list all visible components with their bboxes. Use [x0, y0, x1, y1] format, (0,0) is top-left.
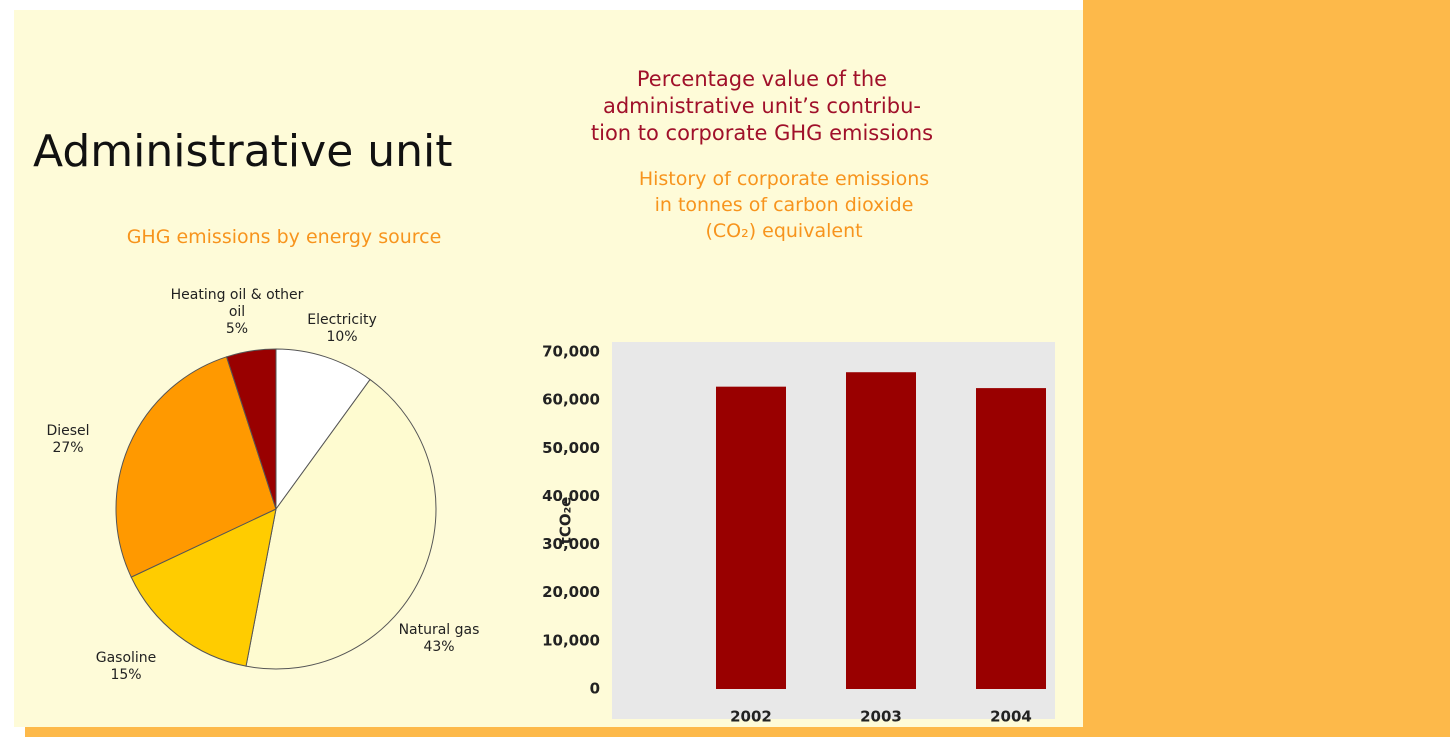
- y-tick-label: 40,000: [542, 487, 600, 505]
- subtitle-line: Percentage value of the: [636, 67, 888, 91]
- bar-title-line: History of corporate emissions: [638, 168, 930, 190]
- y-tick-label: 10,000: [542, 631, 600, 649]
- pie-slice: [115, 356, 277, 578]
- subtitle: Percentage value of the administrative u…: [562, 66, 962, 147]
- y-tick-label: 0: [590, 680, 600, 698]
- y-tick-label: 30,000: [542, 535, 600, 553]
- slice-value-label: 10%: [326, 329, 358, 345]
- bar-title-line: (CO₂) equivalent: [705, 220, 863, 242]
- page-title: Administrative unit: [33, 126, 453, 177]
- bar: [716, 386, 786, 689]
- slice-label: Natural gas: [398, 622, 480, 638]
- x-tick-label: 2004: [990, 708, 1032, 726]
- y-tick-label: 50,000: [542, 439, 600, 457]
- x-tick-label: 2003: [860, 708, 902, 726]
- side-panel: [1083, 0, 1450, 737]
- pie-slice: [225, 348, 277, 510]
- subtitle-line: administrative unit’s contribu-: [602, 94, 921, 118]
- slice-label: Electricity: [307, 312, 377, 328]
- charts: 0 10,000 20,000 30,000 40,000 50,000 60,000 70,…: [115, 342, 1055, 726]
- bar-title: History of corporate emissions in tonnes…: [584, 166, 984, 244]
- content-panel: 0 10,000 20,000 30,000 40,000 50,000 60,000 70,…: [14, 10, 1083, 727]
- slice-value-label: 5%: [225, 321, 249, 337]
- x-tick-label: 2002: [730, 708, 772, 726]
- slice-value-label: 43%: [423, 639, 455, 655]
- pie-slice: [130, 508, 277, 667]
- slice-label: Diesel: [46, 423, 90, 439]
- bar: [846, 372, 916, 689]
- y-tick-label: 20,000: [542, 583, 600, 601]
- pie-slice: [245, 378, 437, 670]
- slice-value-label: 15%: [110, 667, 142, 683]
- y-tick-label: 70,000: [542, 343, 600, 361]
- y-tick-label: 60,000: [542, 391, 600, 409]
- subtitle-line: tion to corporate GHG emissions: [590, 121, 934, 145]
- bottom-strip: [25, 727, 1083, 737]
- y-axis-label: tCO₂e: [557, 497, 575, 545]
- slice-value-label: 27%: [52, 440, 84, 456]
- bar-title-line: in tonnes of carbon dioxide: [654, 194, 914, 216]
- slice-label: Heating oil & other oil: [170, 287, 304, 320]
- pie-slice: [275, 348, 371, 511]
- bar: [976, 388, 1046, 689]
- pie-title: GHG emissions by energy source: [126, 226, 442, 248]
- slice-label: Gasoline: [95, 650, 157, 666]
